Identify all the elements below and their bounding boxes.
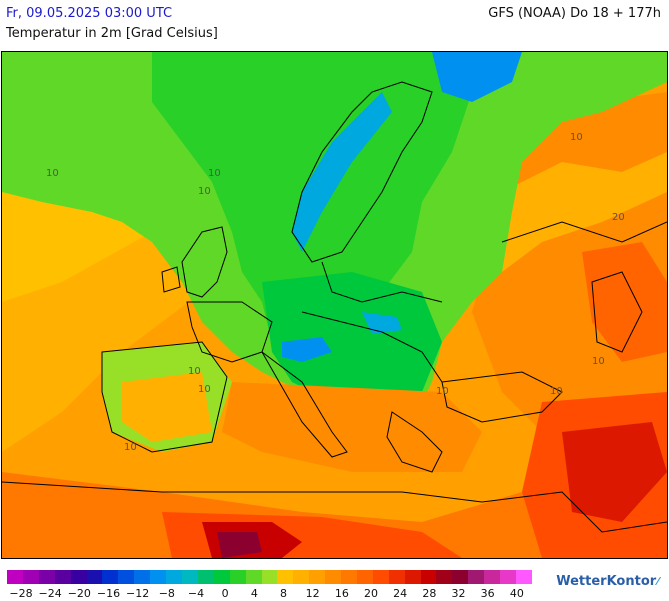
alps-cold-region — [282, 337, 332, 362]
legend-swatch — [484, 570, 501, 584]
logo-swoosh-icon: ⁄ — [657, 575, 659, 588]
coastlines — [2, 81, 667, 533]
legend-tick-label: 8 — [280, 587, 287, 600]
legend-swatch — [293, 570, 310, 584]
legend-tick-label: −28 — [9, 587, 33, 600]
legend-swatch — [309, 570, 326, 584]
legend-tick-label: 40 — [509, 587, 524, 600]
legend-swatch — [70, 570, 87, 584]
wetterkontor-logo[interactable]: WetterKontor⁄ — [556, 574, 659, 589]
legend-swatch — [372, 570, 389, 584]
legend-tick-label: 36 — [480, 587, 495, 600]
legend-swatch — [516, 570, 532, 584]
legend-tick-label: 32 — [451, 587, 466, 600]
legend-swatch — [468, 570, 485, 584]
logo-text: WetterKontor — [556, 574, 657, 589]
legend-swatch — [500, 570, 516, 584]
contour-label: 10 — [198, 186, 211, 197]
legend-swatch — [118, 570, 135, 584]
caspian-hot-region — [582, 242, 667, 362]
legend-swatch — [166, 570, 182, 584]
kola-cold-region — [432, 52, 522, 102]
norway-cold-region — [292, 92, 392, 252]
legend-tick-label: −4 — [187, 587, 205, 600]
contour-label: 10 — [208, 168, 221, 179]
contour-label: 10 — [198, 384, 211, 395]
legend-tick-label: 4 — [250, 587, 258, 600]
legend-swatch — [150, 570, 167, 584]
contour-label: 10 — [188, 366, 201, 377]
contour-labels: 10 10 10 10 10 10 10 10 10 20 10 — [46, 132, 625, 453]
arabia-very-hot-region — [562, 422, 667, 522]
legend-swatch — [245, 570, 262, 584]
legend-swatch — [356, 570, 373, 584]
legend-swatch — [436, 570, 453, 584]
legend-tick-label: −12 — [126, 587, 150, 600]
model-run-label: GFS (NOAA) Do 18 + 177h — [488, 6, 661, 21]
legend-tick-label: −8 — [158, 587, 175, 600]
legend-swatch — [277, 570, 294, 584]
legend-swatch — [38, 570, 55, 584]
east-yellow-band — [502, 152, 667, 272]
legend-swatch — [404, 570, 421, 584]
legend-tick-label: 0 — [221, 587, 229, 600]
contour-label: 20 — [612, 212, 625, 223]
legend-swatch — [341, 570, 357, 584]
legend-tick-label: −16 — [96, 587, 121, 600]
iberia-warm-region — [122, 372, 212, 442]
temperature-map: 10 10 10 10 10 10 10 10 10 20 10 — [1, 51, 668, 559]
contour-label: 10 — [592, 356, 605, 367]
legend-swatch — [388, 570, 405, 584]
legend-swatch — [22, 570, 39, 584]
legend-swatch — [134, 570, 151, 584]
legend-tick-label: 16 — [334, 587, 349, 600]
legend-swatch — [7, 570, 23, 584]
legend-tick-label: 20 — [364, 587, 378, 600]
legend-tick-label: 24 — [393, 587, 408, 600]
contour-label: 10 — [124, 442, 137, 453]
legend-swatch — [229, 570, 246, 584]
temperature-scale-labels: −28 −24 −20 −16 −12 −8 −4 0 4 8 12 16 20 24 28 32 36 40 — [0, 587, 669, 601]
parameter-title: Temperatur in 2m [Grad Celsius] — [6, 26, 218, 41]
legend-swatch — [213, 570, 230, 584]
legend-swatch — [102, 570, 119, 584]
contour-label: 10 — [550, 386, 563, 397]
legend-swatch — [420, 570, 437, 584]
legend-tick-label: 28 — [422, 587, 437, 600]
carpathian-cold-region — [362, 312, 402, 334]
legend-tick-label: −24 — [38, 587, 62, 600]
legend-swatch — [197, 570, 214, 584]
legend-swatch — [54, 570, 71, 584]
legend-tick-label: −20 — [67, 587, 91, 600]
sahara-extreme-region — [217, 532, 262, 558]
central-europe-green — [262, 272, 442, 412]
mediterranean-region — [222, 382, 482, 472]
forecast-date: Fr, 09.05.2025 03:00 UTC — [6, 6, 173, 21]
contour-label: 10 — [436, 386, 449, 397]
legend-swatch — [325, 570, 342, 584]
contour-label: 10 — [570, 132, 583, 143]
legend-swatch — [86, 570, 103, 584]
contour-label: 10 — [46, 168, 59, 179]
legend-swatch — [261, 570, 278, 584]
legend-tick-label: 12 — [305, 587, 320, 600]
legend-swatch — [452, 570, 469, 584]
legend-swatch — [181, 570, 198, 584]
temperature-color-scale — [7, 570, 532, 584]
